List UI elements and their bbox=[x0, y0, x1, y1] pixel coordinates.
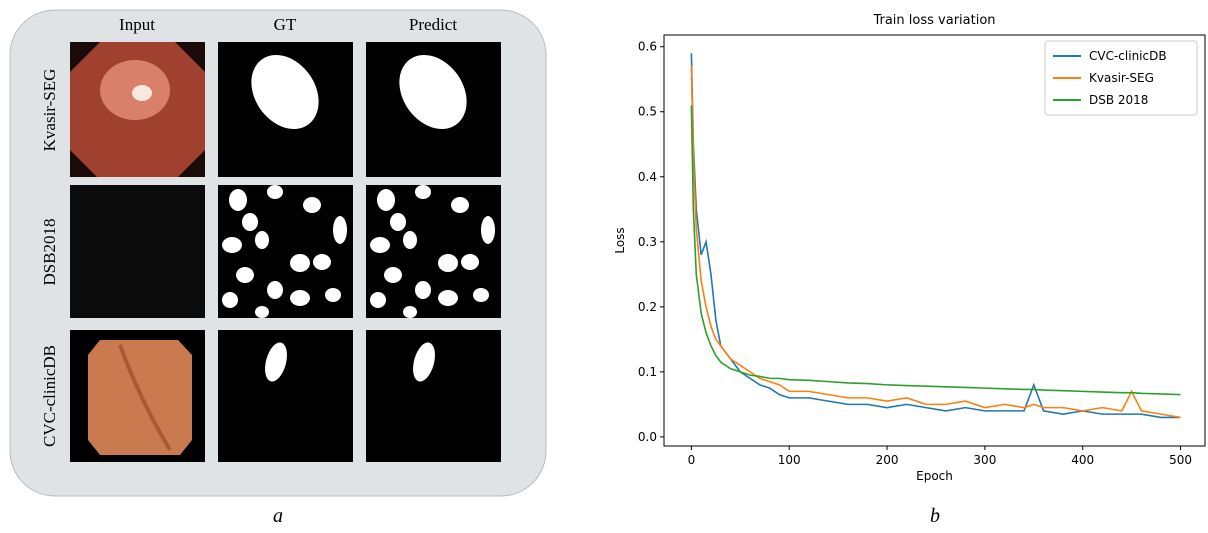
predict-mask bbox=[366, 185, 501, 318]
caption: b bbox=[930, 505, 940, 527]
y-tick-label: 0.6 bbox=[638, 40, 657, 54]
legend-label: DSB 2018 bbox=[1089, 93, 1148, 107]
column-header: GT bbox=[274, 15, 297, 34]
x-tick-label: 0 bbox=[688, 453, 696, 467]
input-image bbox=[70, 185, 205, 318]
mask-region bbox=[251, 54, 319, 130]
y-tick-label: 0.3 bbox=[638, 235, 657, 249]
gt-mask bbox=[218, 185, 353, 318]
row-label: DSB2018 bbox=[40, 218, 59, 285]
mask-region bbox=[399, 54, 467, 130]
y-tick-label: 0.2 bbox=[638, 300, 657, 314]
mask-region bbox=[265, 342, 287, 382]
chart: Train loss variation 0.0 0.1 0.2 0.3 0.4 0.5 0.… bbox=[613, 13, 1206, 483]
legend-label: Kvasir-SEG bbox=[1089, 71, 1154, 85]
caption: a bbox=[273, 505, 283, 527]
x-tick-label: 100 bbox=[778, 453, 801, 467]
row-label: CVC-clinicDB bbox=[40, 345, 59, 447]
plot-frame bbox=[663, 34, 1206, 447]
y-tick-label: 0.4 bbox=[638, 170, 657, 184]
panel-a: Input GT Predict Kvasir-SEG DSB2018 CVC-… bbox=[9, 9, 547, 527]
chart-title: Train loss variation bbox=[872, 13, 995, 28]
y-tick-label: 0.5 bbox=[638, 105, 657, 119]
x-tick-label: 400 bbox=[1071, 453, 1094, 467]
series-line bbox=[690, 66, 1181, 419]
y-axis-label: Loss bbox=[613, 227, 627, 253]
row-label: Kvasir-SEG bbox=[40, 69, 59, 152]
series-line bbox=[690, 105, 1181, 396]
column-header: Input bbox=[119, 15, 155, 34]
input-image bbox=[70, 42, 205, 177]
legend-label: CVC-clinicDB bbox=[1089, 49, 1167, 63]
y-tick-label: 0.0 bbox=[638, 430, 657, 444]
legend-box bbox=[1044, 40, 1198, 116]
x-tick-label: 500 bbox=[1169, 453, 1192, 467]
input-image bbox=[70, 330, 205, 462]
mask-region bbox=[413, 342, 435, 382]
column-header: Predict bbox=[409, 15, 457, 34]
x-tick-label: 300 bbox=[973, 453, 996, 467]
y-tick-label: 0.1 bbox=[638, 365, 657, 379]
x-axis-label: Epoch bbox=[916, 469, 953, 483]
x-tick-label: 200 bbox=[876, 453, 899, 467]
